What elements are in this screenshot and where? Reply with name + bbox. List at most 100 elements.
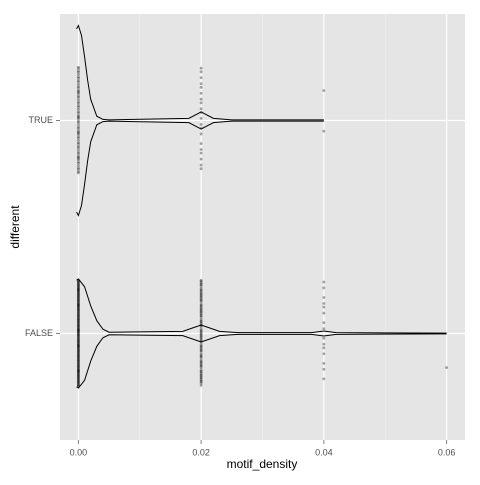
point [199, 151, 203, 155]
point [77, 135, 80, 139]
point [77, 291, 80, 295]
point [77, 288, 80, 292]
point [77, 298, 80, 302]
point [199, 82, 203, 86]
point [77, 129, 80, 133]
point [77, 329, 80, 333]
point [77, 305, 80, 309]
point [77, 340, 80, 344]
point [199, 370, 203, 374]
point [77, 104, 80, 108]
point [77, 166, 80, 170]
point [77, 357, 80, 360]
point [199, 381, 203, 385]
point [199, 300, 203, 304]
point [199, 309, 203, 313]
point [77, 98, 80, 102]
x-tick-label: 0.02 [192, 447, 210, 457]
point [199, 374, 203, 378]
point [77, 301, 80, 305]
point [199, 101, 203, 105]
point [199, 302, 203, 306]
point [77, 314, 80, 317]
point [77, 101, 80, 105]
point [77, 333, 80, 337]
point [77, 325, 80, 328]
point [199, 339, 203, 343]
point [77, 348, 80, 352]
point [77, 320, 80, 324]
point [322, 367, 326, 371]
point [77, 335, 80, 339]
point [199, 375, 203, 379]
point [199, 369, 203, 373]
point [199, 360, 203, 364]
point [77, 125, 80, 129]
point [77, 350, 80, 354]
point [199, 373, 203, 377]
point [77, 284, 80, 288]
point [77, 322, 80, 326]
point [77, 121, 80, 125]
point [77, 90, 80, 94]
point [199, 97, 203, 101]
point [77, 294, 80, 298]
point [199, 278, 203, 282]
point [77, 295, 80, 299]
point [77, 150, 80, 154]
point [322, 352, 326, 356]
point [199, 363, 203, 367]
point [199, 325, 203, 329]
point [199, 319, 203, 323]
point [77, 279, 80, 283]
point [77, 321, 80, 325]
point [77, 288, 80, 292]
point [199, 358, 203, 362]
point [77, 356, 80, 360]
point [77, 359, 80, 363]
point [77, 364, 80, 368]
point [77, 144, 80, 148]
point [199, 337, 203, 341]
point [199, 111, 203, 114]
point [77, 340, 80, 343]
point [77, 69, 80, 73]
point [77, 318, 80, 322]
point [199, 346, 203, 350]
point [77, 328, 80, 332]
point [77, 278, 80, 282]
point [199, 338, 203, 342]
point [322, 361, 326, 365]
point [77, 345, 80, 349]
point [445, 366, 448, 369]
point [199, 376, 203, 380]
point [199, 126, 203, 130]
point [77, 352, 80, 355]
point [199, 290, 203, 294]
point [199, 70, 203, 74]
point [77, 341, 80, 345]
point [77, 299, 80, 303]
point [199, 361, 203, 364]
point [77, 283, 80, 287]
point [77, 280, 80, 284]
point [77, 342, 80, 346]
point [77, 365, 80, 369]
point [199, 308, 203, 312]
point [77, 379, 80, 383]
point [77, 100, 80, 104]
point [77, 303, 80, 307]
point [77, 348, 80, 352]
point [77, 290, 80, 294]
x-tick-label: 0.04 [315, 447, 333, 457]
point [77, 357, 80, 361]
point [77, 316, 80, 320]
point [199, 335, 203, 339]
point [199, 350, 203, 354]
point [199, 167, 203, 171]
y-tick-label: FALSE [25, 328, 53, 338]
point [199, 292, 203, 296]
point [77, 310, 80, 314]
point [77, 303, 80, 306]
point [77, 351, 80, 354]
